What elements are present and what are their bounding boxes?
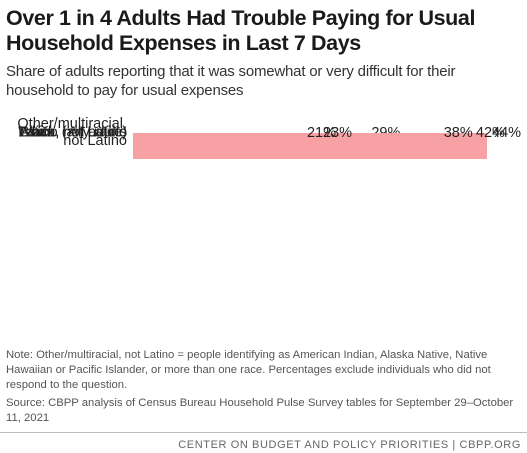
value-label: 23% bbox=[323, 125, 353, 141]
category-label: Latino (any race) bbox=[18, 124, 127, 141]
category-label: Other/multiracial, not Latino bbox=[17, 116, 127, 149]
chart-subtitle: Share of adults reporting that it was so… bbox=[6, 63, 456, 99]
chart-title: Over 1 in 4 Adults Had Trouble Paying fo… bbox=[6, 6, 476, 55]
bar bbox=[133, 133, 302, 159]
category-label: Asian, not Latino bbox=[18, 124, 127, 141]
source: Source: CBPP analysis of Census Bureau H… bbox=[6, 397, 514, 424]
category-label: Black, not Latino bbox=[19, 124, 127, 141]
footer: CENTER ON BUDGET AND POLICY PRIORITIES |… bbox=[178, 439, 521, 451]
category-label: White, not Latino bbox=[18, 124, 127, 141]
note: Note: Other/multiracial, not Latino = pe… bbox=[6, 349, 491, 391]
category-label: All adults bbox=[68, 124, 127, 141]
value-label: 42% bbox=[475, 125, 505, 141]
value-label: 44% bbox=[492, 125, 522, 141]
value-label: 38% bbox=[443, 125, 473, 141]
value-label: 21% bbox=[306, 125, 336, 141]
divider bbox=[0, 432, 527, 433]
